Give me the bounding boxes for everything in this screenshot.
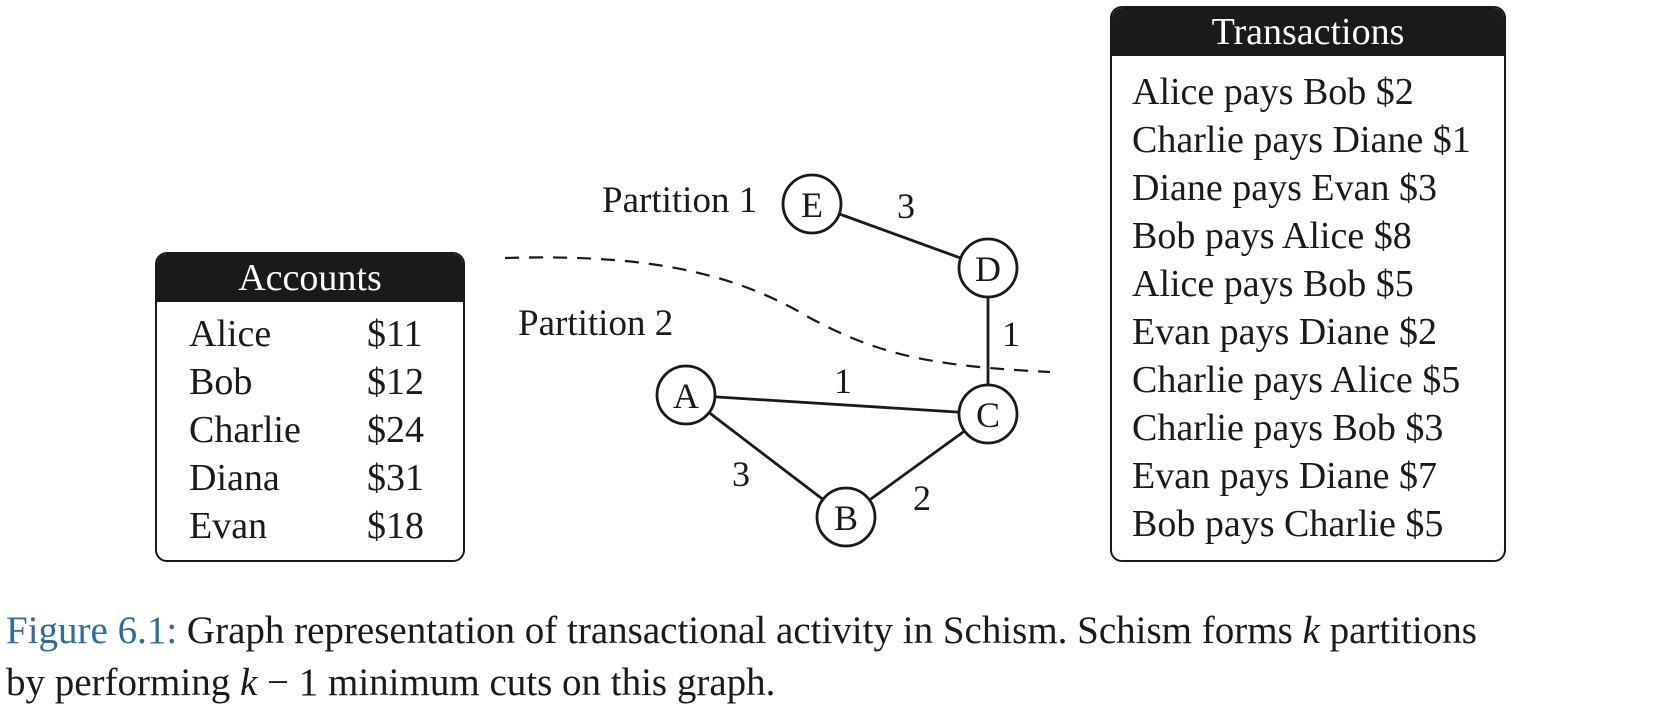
partition-1-label: Partition 1 bbox=[602, 180, 757, 221]
caption-k: k bbox=[1302, 609, 1320, 652]
account-row: Alice $11 bbox=[189, 310, 463, 358]
figure-label: Figure 6.1: bbox=[6, 609, 178, 652]
node-D: D bbox=[957, 237, 1019, 299]
node-label: A bbox=[673, 376, 699, 416]
caption-text: Graph representation of transactional ac… bbox=[177, 609, 1303, 652]
edge-A-C bbox=[685, 393, 989, 416]
node-A: A bbox=[655, 364, 717, 426]
account-amount: $24 bbox=[367, 409, 424, 451]
caption-line-1: Figure 6.1: Graph representation of tran… bbox=[6, 605, 1662, 657]
node-label: C bbox=[976, 395, 1000, 435]
transaction-row: Bob pays Alice $8 bbox=[1132, 215, 1412, 257]
edge-weight: 1 bbox=[1002, 314, 1020, 354]
figure-caption: Figure 6.1: Graph representation of tran… bbox=[6, 605, 1662, 709]
transaction-row: Evan pays Diane $2 bbox=[1132, 311, 1437, 353]
account-amount: $31 bbox=[367, 457, 424, 499]
partition-2-label: Partition 2 bbox=[518, 303, 673, 344]
edge-weight: 2 bbox=[913, 478, 931, 518]
transaction-row: Charlie pays Bob $3 bbox=[1132, 407, 1444, 449]
transactions-body: Alice pays Bob $2 Charlie pays Diane $1 … bbox=[1112, 56, 1504, 548]
transaction-row: Evan pays Diane $7 bbox=[1132, 455, 1437, 497]
node-label: D bbox=[975, 249, 1001, 289]
account-row: Diana $31 bbox=[189, 454, 463, 502]
caption-text: − 1 minimum cuts on this graph. bbox=[257, 661, 776, 704]
account-name: Bob bbox=[189, 361, 253, 403]
transaction-row: Charlie pays Alice $5 bbox=[1132, 359, 1461, 401]
transaction-row: Alice pays Bob $2 bbox=[1132, 71, 1414, 113]
accounts-body: Alice $11 Bob $12 Charlie $24 Diana $31 … bbox=[157, 302, 463, 550]
caption-text: by performing bbox=[6, 661, 240, 704]
transaction-row: Bob pays Charlie $5 bbox=[1132, 503, 1444, 545]
transactions-table: Transactions Alice pays Bob $2 Charlie p… bbox=[1110, 6, 1506, 562]
edge-weight: 3 bbox=[732, 454, 750, 494]
account-amount: $12 bbox=[367, 361, 424, 403]
node-label: B bbox=[834, 498, 858, 538]
node-C: C bbox=[957, 383, 1019, 445]
account-name: Alice bbox=[189, 313, 272, 355]
account-row: Evan $18 bbox=[189, 502, 463, 550]
account-name: Diana bbox=[189, 457, 280, 499]
transaction-row: Alice pays Bob $5 bbox=[1132, 263, 1414, 305]
node-label: E bbox=[801, 185, 823, 225]
accounts-table: Accounts Alice $11 Bob $12 Charlie $24 D… bbox=[155, 252, 465, 562]
account-amount: $18 bbox=[367, 505, 424, 547]
edge-E-D bbox=[811, 202, 989, 270]
caption-k: k bbox=[239, 661, 258, 704]
edge-weight: 1 bbox=[834, 361, 852, 401]
account-row: Bob $12 bbox=[189, 358, 463, 406]
transactions-title: Transactions bbox=[1112, 8, 1504, 56]
transaction-row: Charlie pays Diane $1 bbox=[1132, 119, 1471, 161]
account-row: Charlie $24 bbox=[189, 406, 463, 454]
accounts-title: Accounts bbox=[157, 254, 463, 302]
account-name: Evan bbox=[189, 505, 268, 547]
transaction-row: Diane pays Evan $3 bbox=[1132, 167, 1437, 209]
node-E: E bbox=[781, 173, 843, 235]
edge-A-B bbox=[685, 393, 847, 519]
partition-cut-line bbox=[504, 256, 1051, 374]
account-name: Charlie bbox=[189, 409, 301, 451]
account-amount: $11 bbox=[367, 313, 423, 355]
caption-line-2: by performing k − 1 minimum cuts on this… bbox=[6, 657, 1662, 709]
caption-text: partitions bbox=[1319, 609, 1477, 652]
node-B: B bbox=[815, 486, 877, 548]
edge-weight: 3 bbox=[897, 186, 915, 226]
